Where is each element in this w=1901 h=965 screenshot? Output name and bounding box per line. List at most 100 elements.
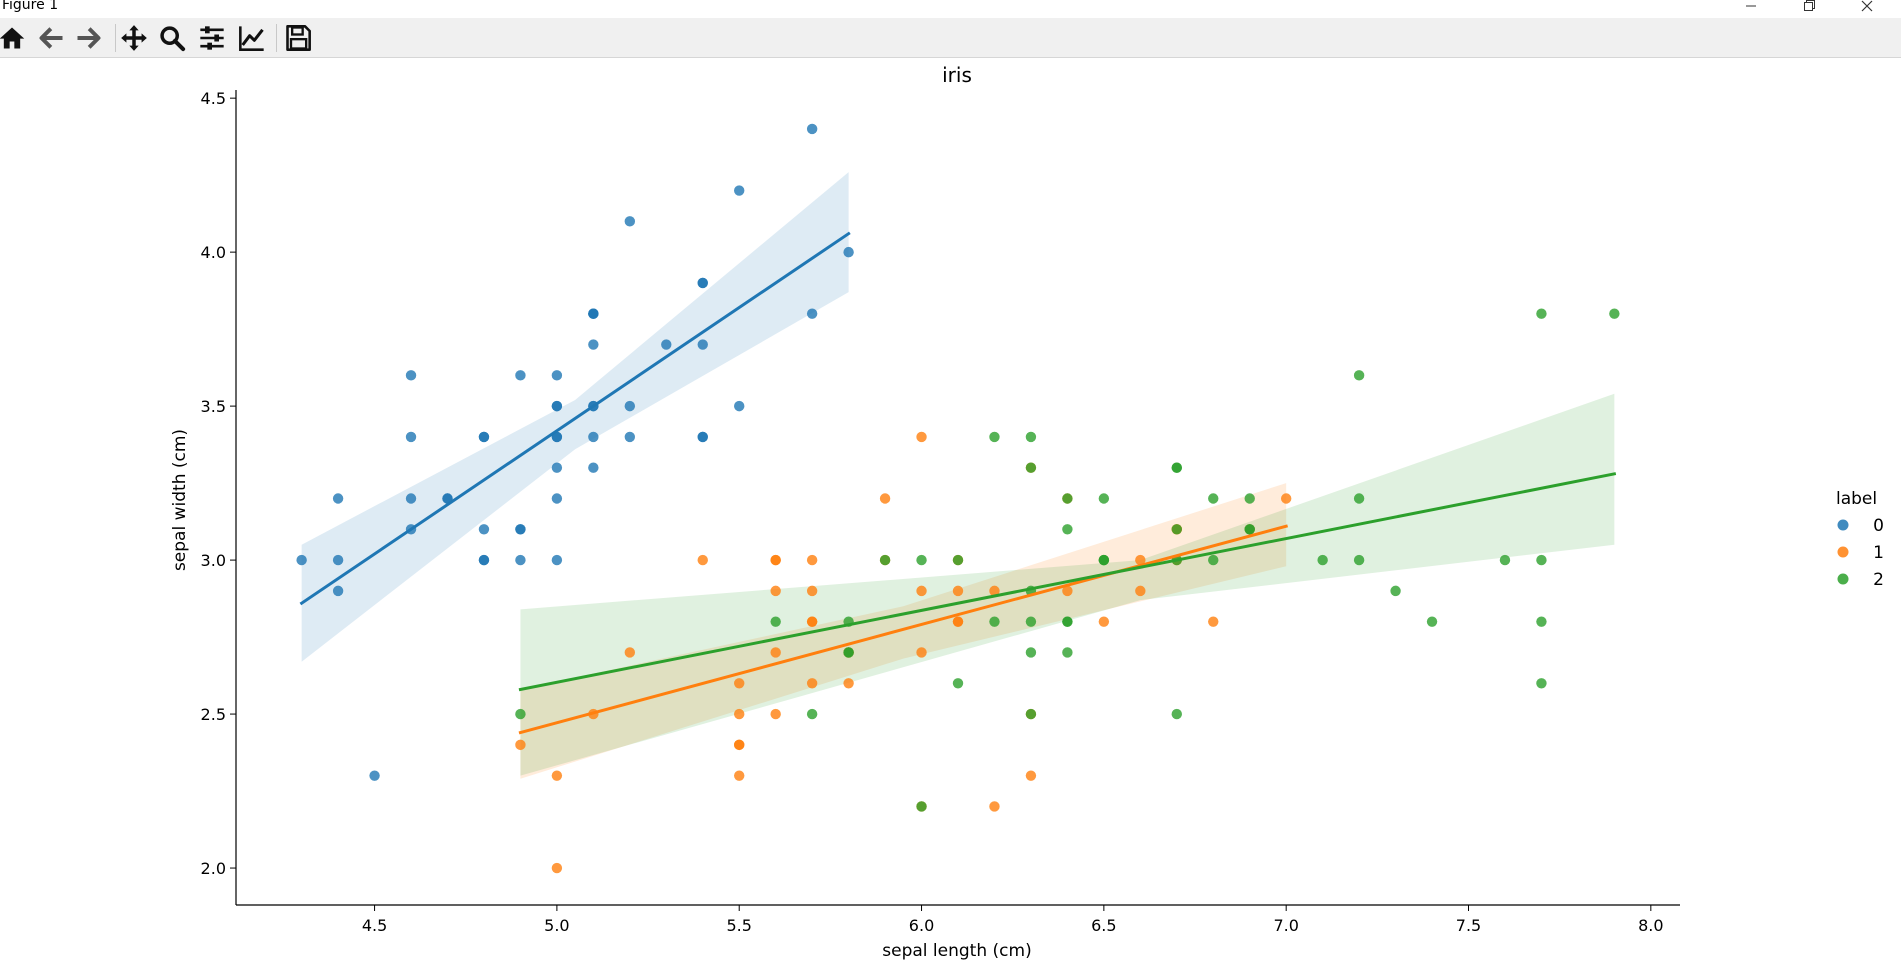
x-tick-label: 7.0: [1273, 916, 1298, 935]
point-series-0: [551, 400, 563, 412]
point-series-1: [806, 554, 818, 566]
point-series-2: [1171, 524, 1182, 535]
legend-label-2: 2: [1873, 570, 1884, 590]
point-series-0: [588, 431, 599, 443]
point-series-2: [1353, 493, 1365, 504]
point-series-2: [1062, 524, 1073, 535]
point-series-0: [843, 246, 854, 258]
point-series-2: [1062, 647, 1073, 658]
point-series-0: [588, 308, 599, 319]
point-series-2: [989, 616, 1000, 627]
y-axis-label: sepal width (cm): [170, 429, 190, 571]
point-series-0: [296, 554, 307, 566]
point-series-2: [1353, 554, 1365, 566]
close-icon[interactable]: [1844, 0, 1890, 16]
home-icon[interactable]: [0, 22, 28, 54]
legend-title: label: [1836, 489, 1877, 509]
point-series-2: [1244, 493, 1255, 504]
pan-icon[interactable]: [118, 22, 150, 54]
point-series-1: [551, 862, 563, 874]
point-series-2: [1536, 678, 1547, 689]
point-series-0: [369, 770, 380, 781]
point-series-2: [1536, 554, 1547, 566]
point-series-0: [624, 216, 636, 227]
point-series-2: [1609, 308, 1620, 319]
point-series-2: [1025, 708, 1037, 720]
point-series-1: [734, 739, 745, 751]
point-series-0: [332, 493, 344, 504]
navigation-toolbar: [0, 18, 1901, 58]
point-series-2: [1536, 616, 1547, 627]
point-series-1: [806, 585, 818, 597]
point-series-1: [1208, 616, 1219, 627]
legend-marker-0: [1837, 519, 1849, 531]
point-series-2: [1171, 462, 1182, 473]
zoom-icon[interactable]: [156, 22, 188, 54]
point-series-0: [405, 370, 417, 381]
window-title: Figure 1: [2, 0, 59, 13]
point-series-0: [332, 585, 344, 597]
minimize-icon[interactable]: [1728, 0, 1774, 16]
point-series-1: [1098, 616, 1110, 627]
point-series-1: [551, 770, 563, 781]
point-series-0: [697, 277, 708, 289]
point-series-1: [770, 708, 781, 720]
fit-line-series-2: [518, 472, 1617, 692]
point-series-0: [661, 339, 672, 350]
point-series-2: [1062, 493, 1073, 504]
point-series-0: [697, 431, 708, 443]
y-tick-label: 3.5: [201, 397, 226, 416]
window-titlebar: Figure 1: [0, 0, 1901, 18]
point-series-2: [1426, 616, 1438, 627]
point-series-1: [916, 431, 927, 443]
x-tick-label: 5.5: [726, 916, 751, 935]
point-series-0: [515, 370, 526, 381]
point-series-0: [405, 431, 417, 443]
point-series-0: [478, 431, 490, 443]
point-series-0: [551, 462, 563, 473]
point-series-0: [624, 400, 636, 412]
point-series-0: [624, 431, 636, 443]
point-series-0: [734, 400, 745, 412]
y-tick-label: 4.5: [201, 89, 226, 108]
point-series-0: [515, 554, 526, 566]
point-series-2: [1536, 308, 1547, 319]
x-tick-label: 4.5: [362, 916, 387, 935]
point-series-0: [806, 123, 818, 135]
chart-figure: 4.5 5.0 5.5 6.0 6.5 7.0 7.5 8.0 2.0 2.5 3.0 3.5 4.0 4…: [170, 63, 1884, 961]
save-icon[interactable]: [282, 22, 314, 54]
back-icon[interactable]: [36, 22, 68, 54]
point-series-2: [916, 801, 927, 812]
point-series-1: [734, 770, 745, 781]
forward-icon[interactable]: [72, 22, 104, 54]
point-series-2: [1499, 554, 1511, 566]
point-series-0: [332, 554, 344, 566]
point-series-2: [1098, 493, 1110, 504]
point-series-1: [770, 585, 781, 597]
x-tick-label: 8.0: [1638, 916, 1663, 935]
point-series-0: [588, 339, 599, 350]
y-tick-label: 3.0: [201, 551, 226, 570]
edit-axis-icon[interactable]: [236, 22, 268, 54]
y-tick-label: 2.0: [201, 859, 226, 878]
point-series-1: [916, 585, 927, 597]
point-series-1: [1025, 770, 1037, 781]
point-series-2: [806, 708, 818, 720]
toolbar-separator: [115, 24, 116, 52]
point-series-2: [1025, 431, 1037, 443]
fit-line-series-1: [518, 524, 1289, 735]
point-series-1: [770, 647, 781, 658]
point-series-1: [515, 739, 526, 751]
legend: label 0 1 2: [1836, 489, 1884, 590]
point-series-1: [734, 678, 745, 689]
maximize-icon[interactable]: [1786, 0, 1832, 16]
point-series-2: [1208, 493, 1219, 504]
x-tick-label: 5.0: [544, 916, 569, 935]
fit-line-series-0: [299, 231, 851, 606]
point-series-0: [478, 524, 490, 535]
point-series-0: [551, 554, 563, 566]
point-series-2: [952, 678, 964, 689]
point-series-1: [952, 585, 964, 597]
point-series-0: [806, 308, 818, 319]
configure-subplots-icon[interactable]: [196, 22, 228, 54]
